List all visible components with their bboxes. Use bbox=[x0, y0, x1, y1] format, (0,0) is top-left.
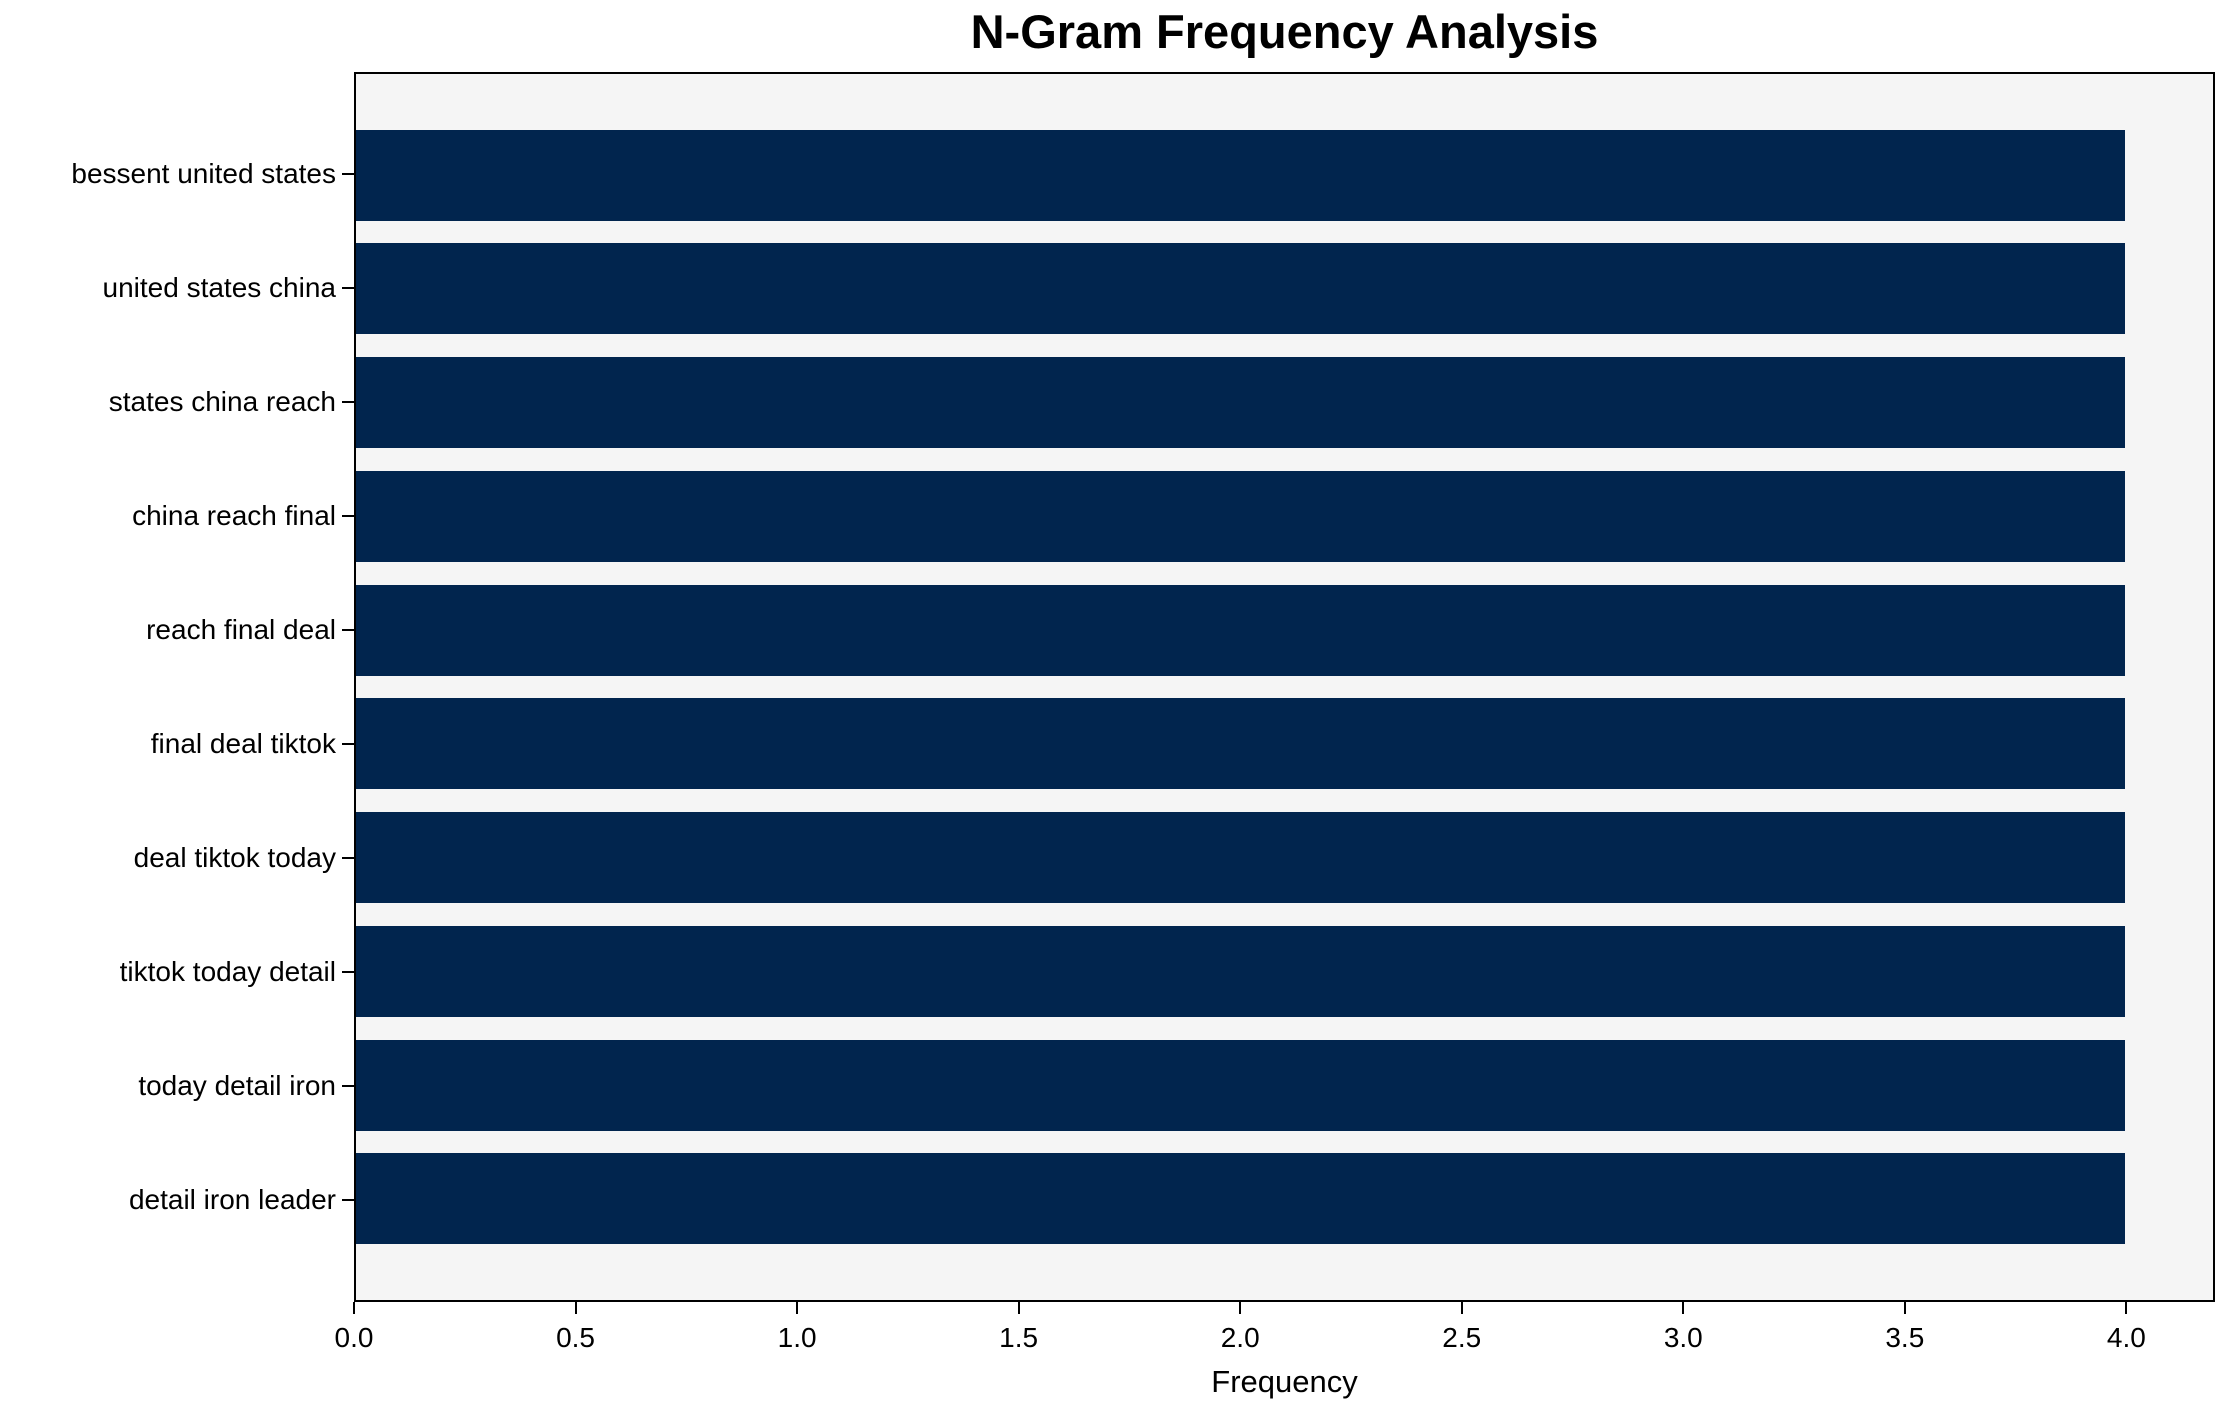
x-tick-mark bbox=[1903, 1302, 1906, 1314]
y-tick-label: final deal tiktok bbox=[150, 728, 336, 760]
x-tick-mark bbox=[1239, 1302, 1242, 1314]
y-tick-mark bbox=[342, 743, 354, 746]
x-tick-label: 2.0 bbox=[1220, 1322, 1260, 1353]
y-tick-label: reach final deal bbox=[146, 613, 336, 645]
y-tick-mark bbox=[342, 857, 354, 860]
x-tick-label: 0.0 bbox=[334, 1322, 374, 1353]
y-tick-mark bbox=[342, 1199, 354, 1202]
x-tick-label: 3.5 bbox=[1885, 1322, 1925, 1353]
x-tick-label: 2.5 bbox=[1442, 1322, 1482, 1353]
bars-layer bbox=[356, 74, 2213, 1300]
x-tick-mark bbox=[574, 1302, 577, 1314]
chart-title: N-Gram Frequency Analysis bbox=[970, 5, 1599, 58]
y-tick-mark bbox=[342, 514, 354, 517]
x-tick-label: 4.0 bbox=[2106, 1322, 2146, 1353]
bar bbox=[356, 243, 2125, 335]
x-tick-label: 3.0 bbox=[1663, 1322, 1703, 1353]
y-tick-label: deal tiktok today bbox=[133, 842, 336, 874]
bar bbox=[356, 584, 2125, 676]
bar bbox=[356, 1153, 2125, 1245]
x-tick-label: 0.5 bbox=[556, 1322, 596, 1353]
x-tick-mark bbox=[796, 1302, 799, 1314]
bar bbox=[356, 1039, 2125, 1131]
y-tick-mark bbox=[342, 400, 354, 403]
y-tick-label: today detail iron bbox=[138, 1070, 336, 1102]
y-tick-label: united states china bbox=[102, 271, 337, 303]
y-tick-mark bbox=[342, 628, 354, 631]
bar bbox=[356, 925, 2125, 1017]
x-tick-label: 1.5 bbox=[999, 1322, 1039, 1353]
x-tick-mark bbox=[1017, 1302, 1020, 1314]
bar bbox=[356, 698, 2125, 790]
y-tick-mark bbox=[342, 286, 354, 289]
y-tick-mark bbox=[342, 172, 354, 175]
x-tick-mark bbox=[2125, 1302, 2128, 1314]
y-tick-label: china reach final bbox=[132, 499, 336, 531]
y-tick-mark bbox=[342, 1085, 354, 1088]
bar bbox=[356, 357, 2125, 449]
y-tick-label: detail iron leader bbox=[128, 1184, 336, 1216]
y-tick-mark bbox=[342, 971, 354, 974]
x-tick-label: 1.0 bbox=[777, 1322, 817, 1353]
x-tick-mark bbox=[1460, 1302, 1463, 1314]
bar bbox=[356, 470, 2125, 562]
plot-area bbox=[354, 72, 2215, 1302]
y-tick-label: bessent united states bbox=[71, 157, 336, 189]
x-axis-title: Frequency bbox=[1211, 1364, 1358, 1399]
bar bbox=[356, 812, 2125, 904]
y-tick-label: tiktok today detail bbox=[119, 956, 336, 988]
x-tick-mark bbox=[353, 1302, 355, 1314]
bar bbox=[356, 129, 2125, 221]
y-tick-label: states china reach bbox=[108, 385, 336, 417]
x-tick-mark bbox=[1682, 1302, 1685, 1314]
